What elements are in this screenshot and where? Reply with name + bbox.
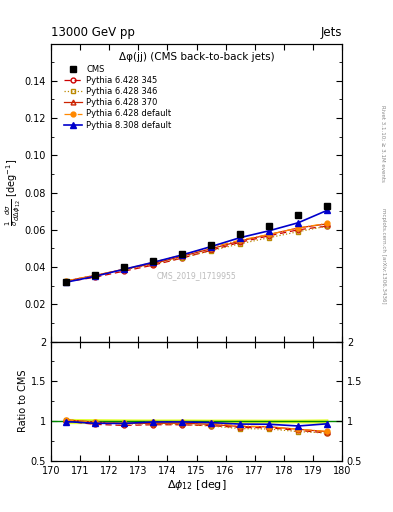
Text: Δφ(jj) (CMS back-to-back jets): Δφ(jj) (CMS back-to-back jets) — [119, 52, 274, 62]
Y-axis label: $\frac{1}{\sigma}\frac{d\sigma}{d\Delta\phi_{12}}$ [deg$^{-1}$]: $\frac{1}{\sigma}\frac{d\sigma}{d\Delta\… — [4, 159, 23, 226]
Legend: CMS, Pythia 6.428 345, Pythia 6.428 346, Pythia 6.428 370, Pythia 6.428 default,: CMS, Pythia 6.428 345, Pythia 6.428 346,… — [61, 62, 174, 132]
Text: mcplots.cern.ch [arXiv:1306.3436]: mcplots.cern.ch [arXiv:1306.3436] — [381, 208, 386, 304]
Text: Rivet 3.1.10; ≥ 3.1M events: Rivet 3.1.10; ≥ 3.1M events — [381, 105, 386, 182]
Y-axis label: Ratio to CMS: Ratio to CMS — [18, 370, 28, 433]
Text: CMS_2019_I1719955: CMS_2019_I1719955 — [157, 271, 236, 281]
Text: Jets: Jets — [320, 27, 342, 39]
Text: 13000 GeV pp: 13000 GeV pp — [51, 27, 135, 39]
X-axis label: $\Delta\phi_{12}$ [deg]: $\Delta\phi_{12}$ [deg] — [167, 478, 226, 493]
